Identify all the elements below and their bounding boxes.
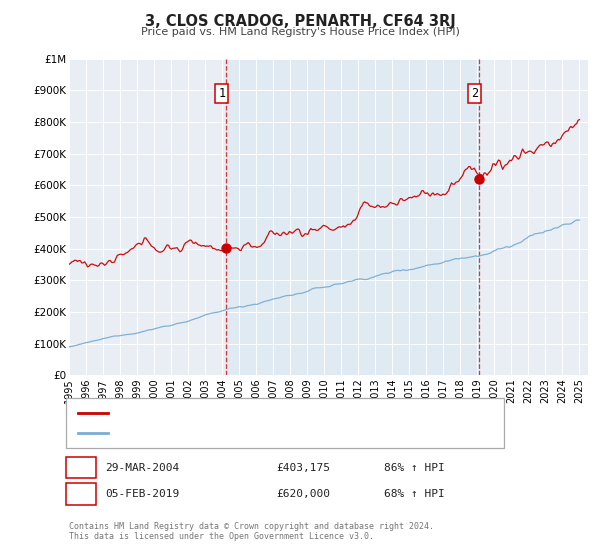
Text: 29-MAR-2004: 29-MAR-2004 [105, 463, 179, 473]
Text: 1: 1 [218, 87, 226, 100]
Text: 86% ↑ HPI: 86% ↑ HPI [384, 463, 445, 473]
Text: 05-FEB-2019: 05-FEB-2019 [105, 489, 179, 499]
Text: 3, CLOS CRADOG, PENARTH, CF64 3RJ (detached house): 3, CLOS CRADOG, PENARTH, CF64 3RJ (detac… [114, 408, 427, 418]
Text: 2: 2 [471, 87, 478, 100]
Text: 68% ↑ HPI: 68% ↑ HPI [384, 489, 445, 499]
Bar [226, 59, 479, 375]
Text: 1: 1 [77, 461, 85, 474]
Text: 2: 2 [77, 487, 85, 501]
Text: Price paid vs. HM Land Registry's House Price Index (HPI): Price paid vs. HM Land Registry's House … [140, 27, 460, 37]
Text: £403,175: £403,175 [276, 463, 330, 473]
Text: 3, CLOS CRADOG, PENARTH, CF64 3RJ: 3, CLOS CRADOG, PENARTH, CF64 3RJ [145, 14, 455, 29]
Text: Contains HM Land Registry data © Crown copyright and database right 2024.
This d: Contains HM Land Registry data © Crown c… [69, 522, 434, 542]
Text: HPI: Average price, detached house, Vale of Glamorgan: HPI: Average price, detached house, Vale… [114, 428, 445, 438]
Text: £620,000: £620,000 [276, 489, 330, 499]
